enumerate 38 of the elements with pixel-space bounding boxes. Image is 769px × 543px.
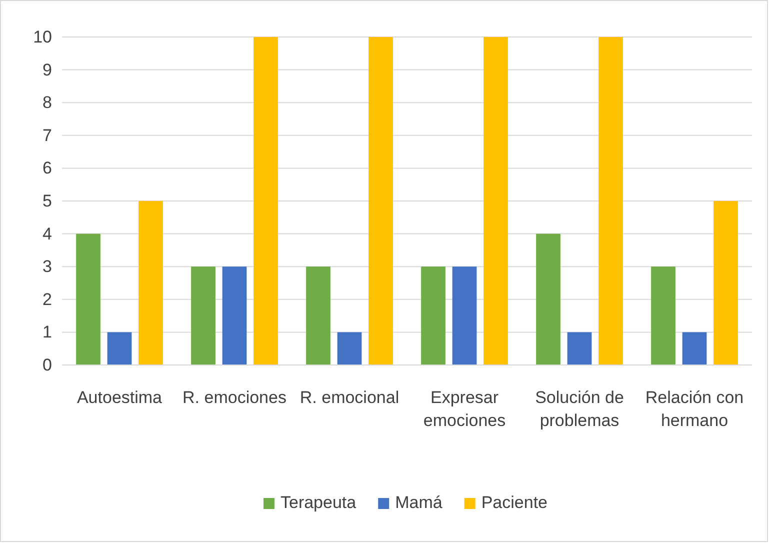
bar	[536, 234, 560, 365]
y-tick-label: 0	[42, 355, 52, 374]
bar	[337, 332, 362, 365]
x-tick-label: Solución de problemas	[535, 388, 624, 430]
bar	[714, 201, 738, 365]
y-tick-label: 3	[42, 257, 52, 276]
x-tick-label: Relación con hermano	[645, 388, 744, 430]
y-tick-label: 10	[33, 27, 52, 46]
bar	[76, 234, 100, 365]
bar	[254, 37, 278, 365]
legend-label: Paciente	[481, 493, 548, 512]
bar	[598, 37, 623, 365]
y-tick-label: 4	[42, 224, 52, 244]
y-tick-label: 2	[42, 290, 52, 309]
bar	[484, 37, 508, 365]
bar	[191, 266, 216, 365]
bar	[107, 332, 132, 365]
y-tick-label: 6	[42, 158, 52, 178]
bar	[452, 266, 477, 365]
y-tick-label: 7	[42, 126, 52, 145]
y-tick-label: 9	[42, 60, 52, 80]
bar	[138, 201, 163, 365]
y-tick-label: 8	[42, 93, 52, 112]
bar	[222, 266, 247, 365]
x-tick-label: R. emocional	[300, 388, 400, 407]
x-tick-label: R. emociones	[182, 388, 286, 407]
y-tick-label: 1	[42, 322, 52, 342]
legend-label: Terapeuta	[280, 493, 357, 512]
bar	[567, 332, 592, 365]
legend-label: Mamá	[395, 493, 443, 512]
bar	[421, 266, 446, 365]
x-tick-label: Expresar emociones	[423, 388, 506, 430]
y-tick-label: 5	[42, 191, 52, 210]
bar	[306, 266, 330, 365]
x-tick-label: Autoestima	[76, 388, 163, 407]
bar	[651, 266, 676, 365]
bar	[682, 332, 707, 365]
bar	[368, 37, 393, 365]
